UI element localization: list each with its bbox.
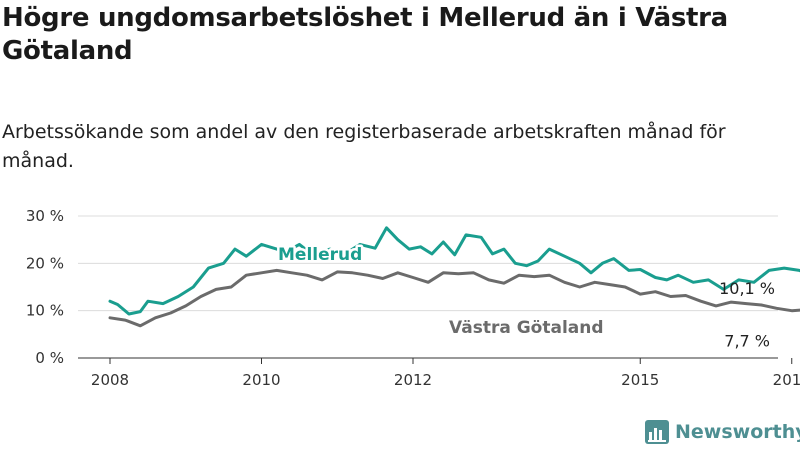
series-label-mellerud-halo: Mellerud	[278, 245, 362, 265]
series-label-vastra-gotaland: Västra Götaland	[449, 318, 604, 338]
end-label-mellerud: 10,1 %	[719, 279, 775, 298]
bar-chart-icon	[645, 420, 669, 444]
y-tick-label: 10 %	[26, 302, 64, 320]
series-label-vastra-gotaland-halo: Västra Götaland	[449, 318, 604, 338]
x-tick-label: 2017	[773, 371, 800, 389]
y-tick-label: 30 %	[26, 207, 64, 225]
x-tick-label: 2012	[394, 371, 432, 389]
x-tick-label: 2015	[621, 371, 659, 389]
y-tick-label: 20 %	[26, 254, 64, 272]
x-tick-label: 2010	[242, 371, 280, 389]
series-label-mellerud: Mellerud	[278, 245, 362, 265]
chart-title: Högre ungdomsarbetslöshet i Mellerud än …	[2, 3, 728, 66]
series-lines	[108, 226, 800, 328]
x-tick-label: 2008	[91, 371, 129, 389]
series-line-mellerud	[108, 226, 800, 316]
series-line-vastra-gotaland	[108, 268, 800, 328]
chart-subtitle: Arbetssökande som andel av den registerb…	[2, 121, 726, 172]
x-axis-ticks: 20082010201220152017202020222024	[91, 358, 800, 389]
y-axis-ticks: 0 % 10 % 20 % 30 %	[26, 207, 64, 367]
brand-name: Newsworthy	[675, 421, 800, 443]
newsworthy-logo: Newsworthy	[645, 418, 800, 446]
gridlines	[78, 215, 778, 312]
end-label-vastra-gotaland: 7,7 %	[724, 332, 770, 351]
y-tick-label: 0 %	[35, 349, 64, 367]
